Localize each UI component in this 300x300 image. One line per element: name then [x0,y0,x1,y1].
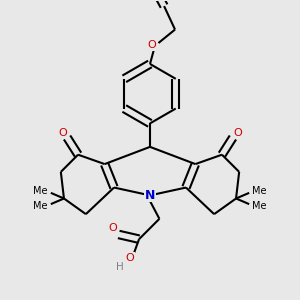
Text: Me: Me [33,186,48,196]
Text: O: O [233,128,242,138]
Text: O: O [108,223,117,233]
Text: Me: Me [33,201,48,211]
Text: O: O [125,253,134,263]
Text: Me: Me [252,201,267,211]
Text: O: O [58,128,67,138]
Text: O: O [147,40,156,50]
Text: N: N [145,189,155,202]
Text: Me: Me [252,186,267,196]
Text: H: H [116,262,124,272]
